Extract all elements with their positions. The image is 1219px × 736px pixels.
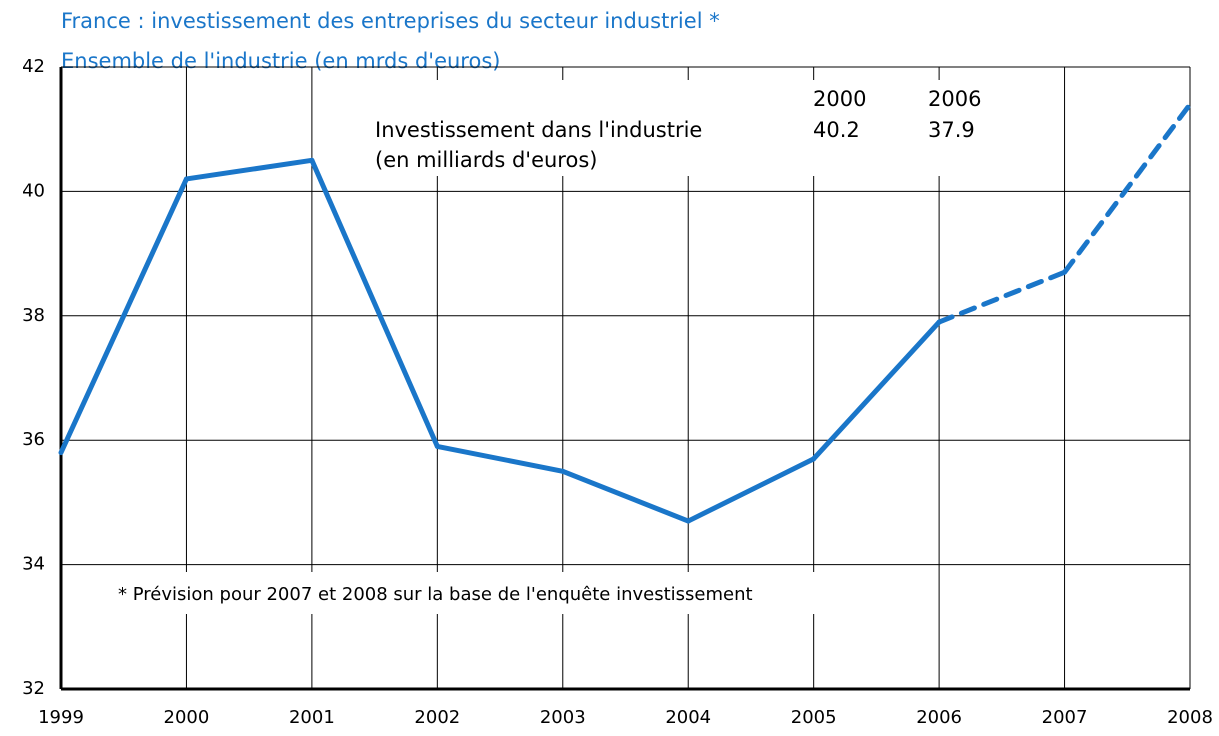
line-segment bbox=[58, 176, 189, 456]
footnote: * Prévision pour 2007 et 2008 sur la bas… bbox=[118, 584, 753, 605]
line-segment bbox=[936, 269, 1068, 325]
x-tick-label: 2000 bbox=[164, 707, 210, 728]
x-tick-label: 2008 bbox=[1167, 707, 1213, 728]
x-tick-label: 2006 bbox=[916, 707, 962, 728]
x-tick-label: 1999 bbox=[38, 707, 84, 728]
y-tick-label: 34 bbox=[22, 554, 45, 575]
annotation-unit: (en milliards d'euros) bbox=[375, 148, 597, 172]
y-tick-label: 42 bbox=[22, 56, 45, 77]
annotation-label: Investissement dans l'industrie bbox=[375, 118, 702, 142]
x-tick-label: 2001 bbox=[289, 707, 335, 728]
chart-subtitle: Ensemble de l'industrie (en mrds d'euros… bbox=[61, 49, 500, 73]
annotation-value: 40.2 bbox=[813, 118, 860, 142]
line-segment bbox=[685, 456, 817, 524]
annotation-value: 37.9 bbox=[928, 118, 975, 142]
chart-title: France : investissement des entreprises … bbox=[61, 9, 720, 33]
annotation-box bbox=[368, 80, 1000, 176]
y-tick-label: 40 bbox=[22, 180, 45, 201]
x-tick-label: 2007 bbox=[1042, 707, 1088, 728]
x-tick-label: 2004 bbox=[665, 707, 711, 728]
line-segment bbox=[309, 157, 440, 449]
line-segment bbox=[560, 468, 691, 524]
footnote-box bbox=[108, 572, 853, 614]
y-tick-label: 38 bbox=[22, 305, 45, 326]
x-tick-label: 2005 bbox=[791, 707, 837, 728]
line-segment bbox=[183, 157, 315, 182]
x-tick-label: 2002 bbox=[414, 707, 460, 728]
line-segment bbox=[434, 443, 566, 474]
y-tick-label: 32 bbox=[22, 678, 45, 699]
line-segment bbox=[1062, 101, 1193, 275]
y-tick-label: 36 bbox=[22, 429, 45, 450]
annotation-header: 2000 bbox=[813, 87, 866, 111]
line-segment bbox=[811, 319, 942, 462]
annotation-header: 2006 bbox=[928, 87, 981, 111]
x-tick-label: 2003 bbox=[540, 707, 586, 728]
